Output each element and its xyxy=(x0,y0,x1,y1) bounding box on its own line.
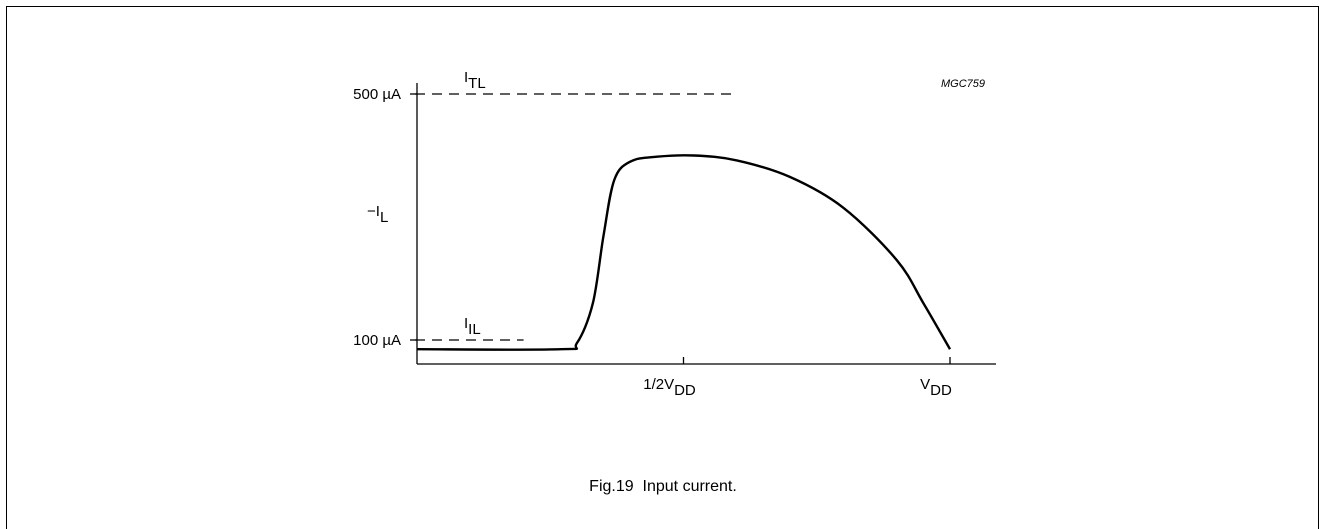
x-tick-label: VDD xyxy=(920,376,952,399)
input-current-curve xyxy=(416,154,952,351)
y-tick-label: 500 µA xyxy=(353,86,401,103)
reference-label-main: I xyxy=(464,69,468,86)
x-tick-label-main: 1/2V xyxy=(643,376,674,393)
reference-label-main: I xyxy=(464,315,468,332)
reference-label-tl: ITL xyxy=(464,69,486,92)
figure-code: MGC759 xyxy=(941,78,985,90)
y-axis-label-subscript: L xyxy=(380,209,388,226)
reference-label-il: IIL xyxy=(464,315,481,338)
x-tick-label: 1/2VDD xyxy=(643,376,696,399)
x-tick-label-main: V xyxy=(920,376,930,393)
figure-frame xyxy=(6,6,1319,529)
x-tick-label-subscript: DD xyxy=(930,382,952,399)
reference-label-subscript: IL xyxy=(468,321,481,338)
figure-caption: Fig.19 Input current. xyxy=(589,478,737,495)
y-axis-label: −IL xyxy=(367,203,388,226)
x-tick-label-subscript: DD xyxy=(674,382,696,399)
reference-label-subscript: TL xyxy=(468,75,486,92)
y-axis-label-main: −I xyxy=(367,203,380,220)
y-tick-label: 100 µA xyxy=(353,332,401,349)
